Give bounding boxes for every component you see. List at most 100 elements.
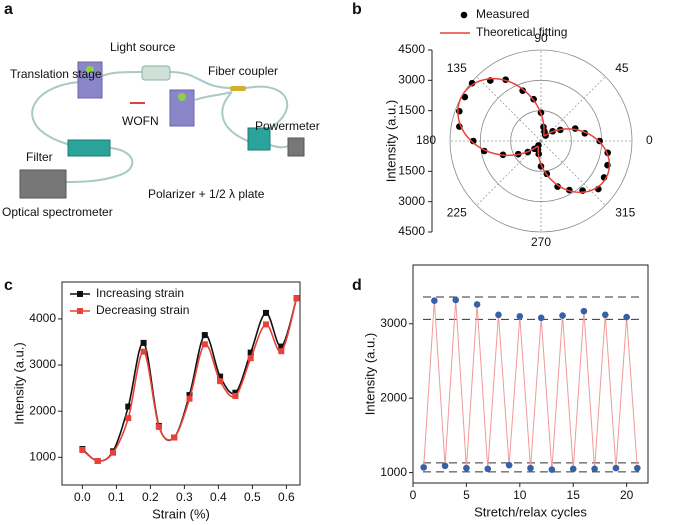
- fiber: [99, 71, 143, 78]
- marker: [125, 415, 132, 422]
- marker: [452, 296, 460, 304]
- legend-marker: [460, 11, 468, 19]
- marker: [634, 464, 641, 472]
- theta-tick-label: 45: [615, 61, 629, 75]
- grid-spoke: [540, 140, 606, 206]
- panel-label: c: [4, 277, 13, 294]
- marker: [171, 434, 178, 441]
- x-axis-title: Strain (%): [152, 506, 210, 521]
- y-axis-title: Intensity (a.u.): [11, 342, 26, 424]
- r-tick-label: 1500: [398, 103, 425, 117]
- marker: [473, 301, 481, 308]
- legend-label: Measured: [476, 7, 529, 21]
- marker: [527, 464, 534, 472]
- legend-label: Theoretical fitting: [476, 25, 567, 39]
- theta-tick-label: 135: [447, 61, 467, 75]
- marker: [155, 423, 162, 430]
- filter: [67, 139, 111, 157]
- marker: [232, 389, 239, 396]
- marker: [601, 311, 609, 319]
- marker: [569, 465, 577, 473]
- setup-diagram: Light source Translation stage Fiber cou…: [2, 40, 320, 219]
- r-tick-label: 4500: [398, 224, 425, 238]
- x-tick-label: 15: [567, 488, 581, 502]
- marker: [125, 403, 132, 410]
- plot-frame: [412, 264, 649, 484]
- y-tick-label: 1000: [29, 449, 56, 463]
- x-tick-label: 0.2: [142, 490, 159, 504]
- x-tick-label: 0.1: [108, 490, 125, 504]
- diagram-label: Powermeter: [255, 119, 320, 133]
- theta-tick-label: 90: [534, 31, 548, 45]
- marker: [247, 349, 254, 356]
- marker: [623, 313, 630, 321]
- marker: [140, 348, 147, 355]
- panel-label: b: [352, 1, 362, 18]
- marker: [247, 355, 254, 362]
- powermeter: [287, 137, 305, 157]
- marker: [455, 107, 463, 115]
- marker: [612, 464, 620, 472]
- marker: [519, 87, 526, 94]
- diagram-label: Fiber coupler: [208, 64, 278, 78]
- y-tick-label: 2000: [380, 390, 407, 404]
- marker: [293, 295, 300, 302]
- x-tick-label: 0.3: [176, 490, 193, 504]
- x-tick-label: 0.4: [210, 490, 227, 504]
- fiber: [194, 91, 233, 101]
- diagram-label: Translation stage: [10, 67, 102, 81]
- marker: [201, 341, 208, 348]
- x-tick-label: 0: [410, 488, 417, 502]
- spectrometer: [19, 169, 67, 199]
- marker: [468, 79, 476, 87]
- marker: [140, 339, 147, 346]
- y-tick-label: 2000: [29, 403, 56, 417]
- theta-tick-label: 270: [531, 235, 551, 249]
- x-tick-label: 10: [513, 488, 527, 502]
- fiber: [269, 144, 289, 149]
- light-source: [141, 65, 171, 81]
- marker: [463, 464, 470, 472]
- r-tick-label: 1500: [398, 164, 425, 178]
- grid-spoke: [540, 76, 606, 142]
- r-tick-label: 3000: [398, 73, 425, 87]
- y-axis-title: Intensity (a.u.): [362, 333, 377, 415]
- grid-spoke: [476, 140, 542, 206]
- r-tick-label: 3000: [398, 194, 425, 208]
- y-tick-label: 1000: [380, 465, 407, 479]
- marker: [201, 332, 208, 339]
- x-tick-label: 0.6: [278, 490, 295, 504]
- fiber: [221, 91, 251, 143]
- fiber: [245, 85, 289, 129]
- marker: [94, 458, 101, 465]
- marker: [263, 321, 269, 328]
- marker: [263, 309, 269, 316]
- marker: [110, 449, 116, 456]
- marker: [232, 392, 239, 399]
- legend-label: Increasing strain: [96, 286, 184, 300]
- theta-tick-label: 0: [646, 133, 653, 147]
- r-tick-label: 4500: [398, 42, 425, 56]
- theta-tick-label: 180: [416, 133, 436, 147]
- y-tick-label: 3000: [29, 357, 56, 371]
- grid-spoke: [476, 76, 542, 142]
- fiber: [169, 71, 233, 89]
- x-tick-label: 5: [463, 488, 470, 502]
- marker: [505, 461, 513, 469]
- marker: [186, 392, 193, 399]
- marker: [420, 464, 427, 471]
- fiber: [31, 81, 81, 146]
- marker: [278, 348, 285, 355]
- clamp: [86, 66, 94, 74]
- x-axis-title: Stretch/relax cycles: [474, 504, 587, 519]
- marker: [79, 446, 86, 453]
- fiber-coupler: [230, 86, 246, 91]
- marker: [217, 378, 224, 385]
- diagram-label: WOFN: [122, 114, 159, 128]
- y-tick-label: 4000: [29, 311, 56, 325]
- marker: [217, 373, 224, 380]
- marker: [469, 137, 477, 145]
- legend-marker: [77, 291, 83, 297]
